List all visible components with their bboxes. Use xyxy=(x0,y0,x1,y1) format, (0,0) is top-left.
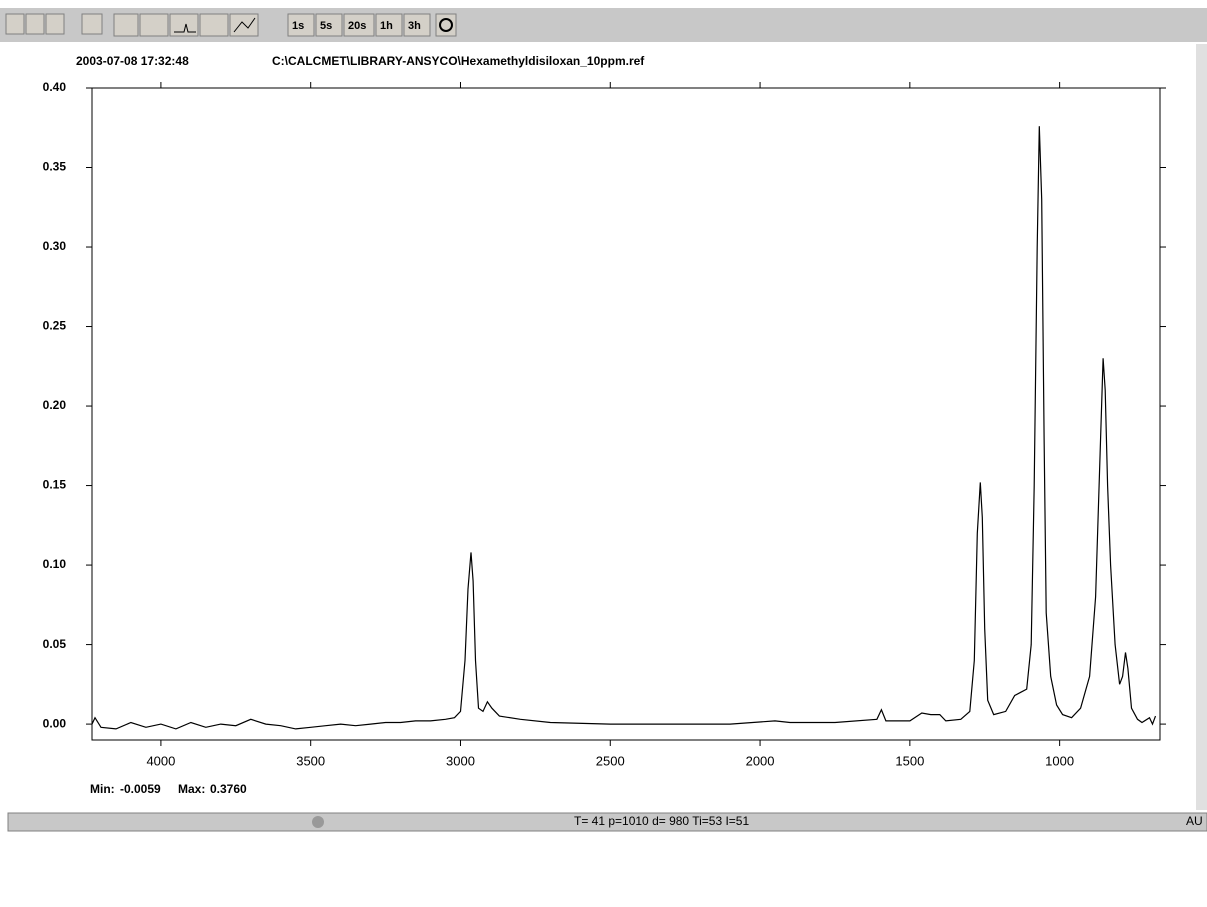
y-tick-label: 0.25 xyxy=(43,319,67,333)
interval-label: 3h xyxy=(408,20,421,32)
x-tick-label: 1000 xyxy=(1045,753,1074,768)
plot-frame xyxy=(91,87,1161,741)
baseline-button[interactable] xyxy=(199,13,229,37)
y-tick-label: 0.40 xyxy=(43,80,67,94)
interval-button[interactable] xyxy=(315,13,343,37)
interval-button[interactable] xyxy=(287,13,315,37)
min-value: -0.0059 xyxy=(120,782,161,796)
min-label: Min: xyxy=(90,782,115,796)
max-label: Max: xyxy=(178,782,205,796)
x-tick-label: 1500 xyxy=(895,753,924,768)
file-path: C:\CALCMET\LIBRARY-ANSYCO\Hexamethyldisi… xyxy=(272,54,645,68)
interval-label: 5s xyxy=(320,20,332,32)
list-button[interactable] xyxy=(113,13,139,37)
interval-button[interactable] xyxy=(375,13,403,37)
print-button[interactable] xyxy=(45,13,65,35)
x-tick-label: 3000 xyxy=(446,753,475,768)
interval-button[interactable] xyxy=(343,13,375,37)
save-button[interactable] xyxy=(25,13,45,35)
y-tick-label: 0.15 xyxy=(43,478,67,492)
spectrum-line xyxy=(91,126,1157,730)
x-tick-label: 4000 xyxy=(146,753,175,768)
y-tick-label: 0.05 xyxy=(43,637,67,651)
scrollbar[interactable] xyxy=(1196,44,1207,810)
y-tick-label: 0.20 xyxy=(43,398,67,412)
reference-button[interactable] xyxy=(139,13,169,37)
interval-label: 1s xyxy=(292,20,304,32)
status-bar xyxy=(7,812,1207,832)
y-tick-label: 0.00 xyxy=(43,716,67,730)
status-mode: AU xyxy=(1186,814,1203,828)
copy-button[interactable] xyxy=(81,13,103,35)
y-tick-label: 0.30 xyxy=(43,239,67,253)
interval-label: 20s xyxy=(348,20,366,32)
timestamp: 2003-07-08 17:32:48 xyxy=(76,54,189,68)
icon-buttons xyxy=(5,13,457,37)
interval-label: 1h xyxy=(380,20,393,32)
refresh-icon xyxy=(439,18,453,32)
max-value: 0.3760 xyxy=(210,782,247,796)
refresh-button[interactable] xyxy=(435,13,457,37)
trend-icon xyxy=(233,17,256,33)
y-tick-label: 0.35 xyxy=(43,160,67,174)
y-tick-label: 0.10 xyxy=(43,557,67,571)
trend-button[interactable] xyxy=(229,13,259,37)
spectrum-button[interactable] xyxy=(169,13,199,37)
status-readings: T= 41 p=1010 d= 980 Ti=53 I=51 xyxy=(574,814,749,828)
spectrum-icon xyxy=(174,23,196,33)
x-tick-label: 3500 xyxy=(296,753,325,768)
open-button[interactable] xyxy=(5,13,25,35)
interval-button[interactable] xyxy=(403,13,431,37)
x-tick-label: 2500 xyxy=(596,753,625,768)
status-light xyxy=(312,816,324,828)
x-tick-label: 2000 xyxy=(746,753,775,768)
